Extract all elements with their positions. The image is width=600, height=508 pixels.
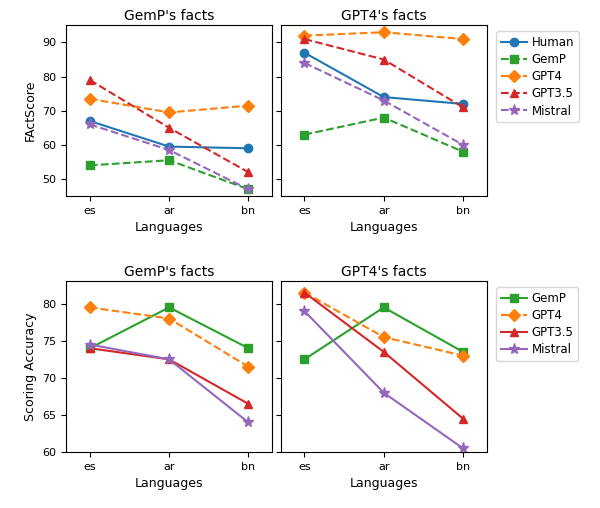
Title: GPT4's facts: GPT4's facts [341,265,427,279]
X-axis label: Languages: Languages [135,221,203,234]
Legend: GemP, GPT4, GPT3.5, Mistral: GemP, GPT4, GPT3.5, Mistral [496,288,578,361]
Title: GPT4's facts: GPT4's facts [341,9,427,23]
X-axis label: Languages: Languages [135,478,203,490]
Title: GemP's facts: GemP's facts [124,265,214,279]
Y-axis label: FActScore: FActScore [23,80,37,141]
Title: GemP's facts: GemP's facts [124,9,214,23]
X-axis label: Languages: Languages [350,221,418,234]
Legend: Human, GemP, GPT4, GPT3.5, Mistral: Human, GemP, GPT4, GPT3.5, Mistral [496,31,579,122]
X-axis label: Languages: Languages [350,478,418,490]
Y-axis label: Scoring Accuracy: Scoring Accuracy [23,312,37,421]
